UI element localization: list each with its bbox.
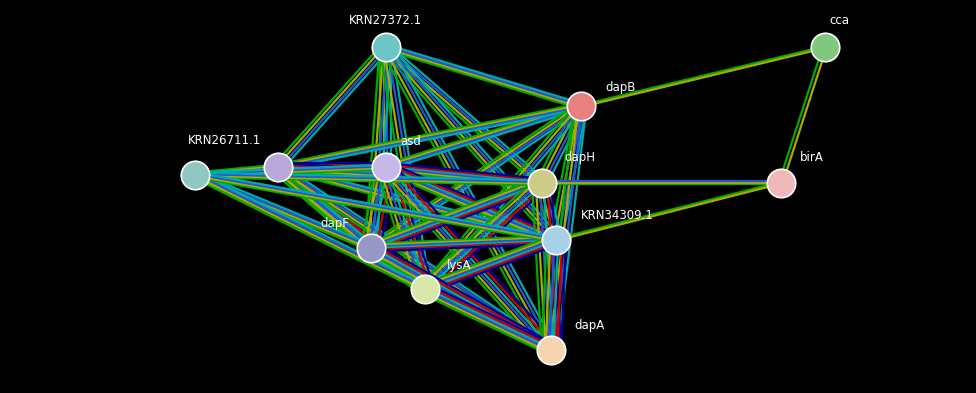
Point (773, 180, 789, 186)
Text: birA: birA (800, 151, 824, 164)
Text: KRN27372.1: KRN27372.1 (349, 14, 422, 27)
Text: KRN34309.1: KRN34309.1 (581, 209, 654, 222)
Point (549, 237, 564, 243)
Text: KRN26711.1: KRN26711.1 (188, 134, 262, 147)
Point (534, 180, 549, 186)
Point (417, 286, 432, 292)
Point (544, 347, 559, 353)
Text: dapA: dapA (574, 319, 604, 332)
Text: dapB: dapB (605, 81, 635, 94)
Point (270, 164, 286, 170)
Text: cca: cca (830, 14, 849, 27)
Point (378, 164, 393, 170)
Point (378, 44, 393, 50)
Point (187, 172, 203, 178)
Text: dapH: dapH (564, 151, 595, 164)
Text: dapF: dapF (320, 217, 349, 230)
Text: lysA: lysA (447, 259, 471, 272)
Point (573, 103, 589, 109)
Point (817, 44, 833, 50)
Text: asd: asd (400, 135, 421, 148)
Point (363, 244, 379, 251)
